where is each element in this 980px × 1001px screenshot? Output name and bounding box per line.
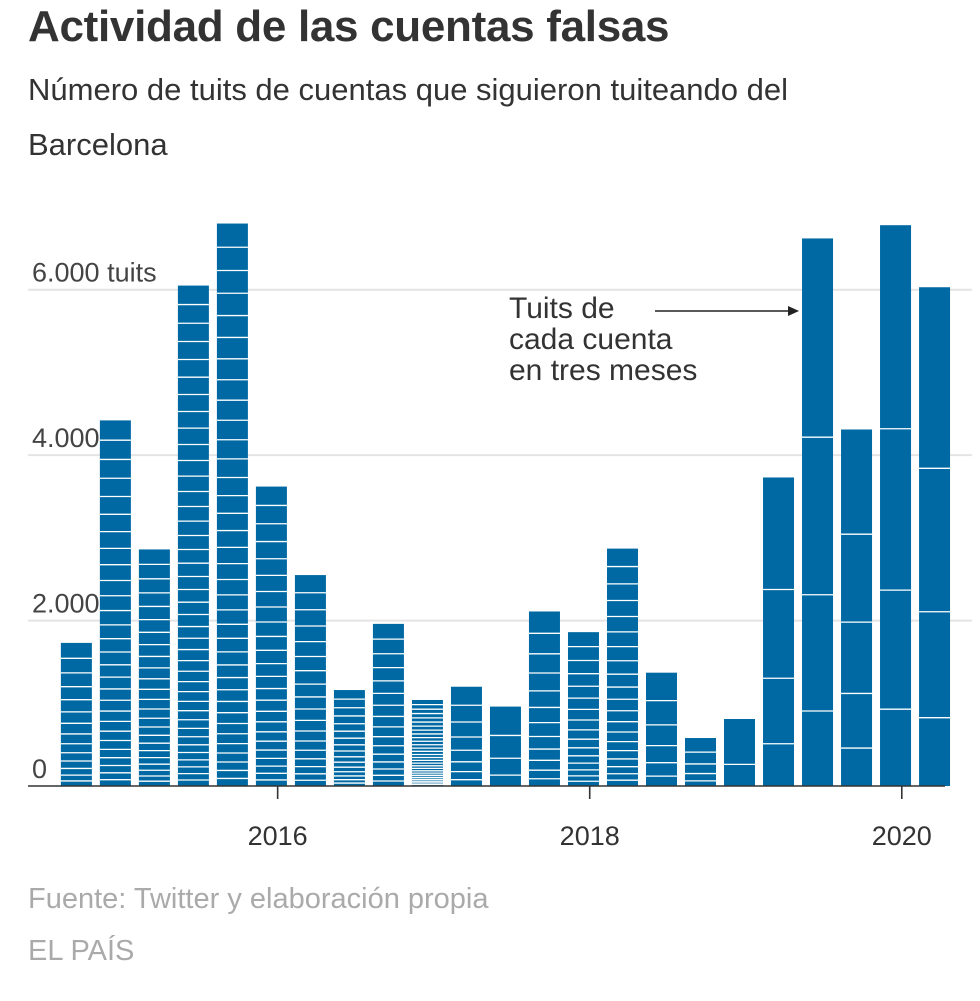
bar-fill	[489, 706, 521, 786]
bar-fill	[841, 429, 873, 786]
annotation-arrowhead	[788, 306, 800, 316]
bar-fill	[606, 548, 638, 786]
bar-fill	[763, 477, 795, 786]
bar	[255, 486, 287, 786]
bar	[841, 429, 873, 786]
bar	[763, 477, 795, 786]
bar	[802, 238, 834, 787]
bar	[567, 632, 599, 786]
y-tick-label: 2.000	[32, 589, 100, 619]
bar	[450, 686, 482, 786]
bar	[919, 287, 951, 786]
bar-fill	[99, 420, 131, 786]
bar	[528, 611, 560, 786]
bar-fill	[880, 225, 912, 786]
annotation-line: en tres meses	[509, 354, 697, 387]
bar	[333, 690, 365, 786]
bar-chart: 0 2.000 4.000 6.000 tuits 2016 2018 2020 Tuits…	[28, 223, 972, 851]
bar-fill	[724, 719, 756, 786]
y-tick-label: 0	[32, 754, 47, 784]
bar-fill	[645, 672, 677, 786]
bar-fill	[60, 642, 92, 786]
x-tick-label: 2016	[248, 821, 308, 851]
annotation-line: Tuits de	[509, 292, 615, 325]
annotation-line: cada cuenta	[509, 323, 673, 356]
bar	[685, 738, 717, 786]
bar	[99, 420, 131, 786]
publisher-credit: EL PAÍS	[28, 935, 135, 967]
y-tick-label: 4.000	[32, 423, 100, 453]
bar	[372, 623, 404, 786]
chart-subtitle: Número de tuits de cuentas que siguieron…	[28, 72, 788, 162]
bar	[606, 548, 638, 786]
bar	[489, 706, 521, 786]
source-note: Fuente: Twitter y elaboración propia	[28, 883, 489, 915]
bar-fill	[685, 738, 717, 786]
bar-fill	[411, 699, 443, 786]
bars	[60, 223, 951, 787]
bar	[60, 642, 92, 786]
bar-fill	[802, 238, 834, 787]
bar-fill	[216, 223, 248, 787]
y-tick-label: 6.000 tuits	[32, 258, 157, 288]
bar-fill	[919, 287, 951, 786]
bar	[177, 285, 209, 786]
bar-fill	[294, 575, 326, 786]
chart-title: Actividad de las cuentas falsas	[28, 2, 670, 51]
bar-fill	[528, 611, 560, 786]
axes: 0 2.000 4.000 6.000 tuits 2016 2018 2020	[28, 258, 945, 851]
x-tick-label: 2018	[560, 821, 620, 851]
bar	[411, 699, 443, 786]
x-tick-label: 2020	[872, 821, 932, 851]
bar	[724, 719, 756, 786]
bar	[216, 223, 248, 787]
bar	[138, 549, 170, 786]
bar	[645, 672, 677, 786]
bar	[294, 575, 326, 786]
bar	[880, 225, 912, 786]
